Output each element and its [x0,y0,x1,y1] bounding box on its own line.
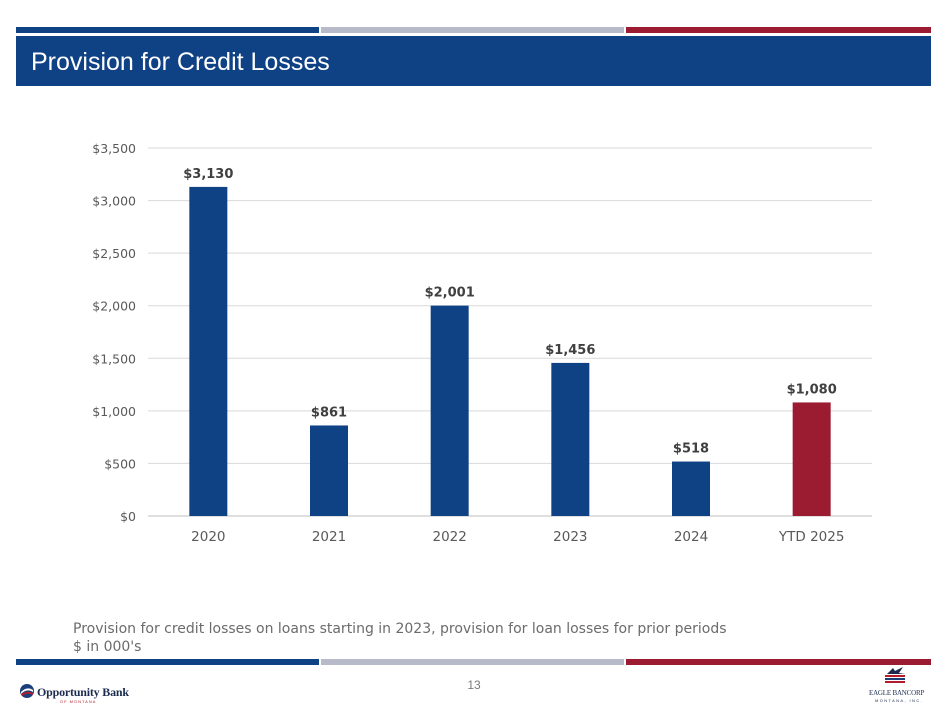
data-label: $2,001 [425,286,475,301]
x-axis-ticks: 2020 2021 2022 2023 2024 YTD 2025 [191,529,844,545]
y-tick-label: $3,000 [92,194,136,209]
y-axis-ticks: $0 $500 $1,000 $1,500 $2,000 $2,500 $3,000 $3,5… [92,141,136,524]
data-label: $1,456 [545,343,595,358]
y-tick-label: $0 [120,509,136,524]
x-tick-label: 2021 [312,529,346,545]
bars [189,186,831,516]
data-label: $3,130 [183,167,233,182]
bottom-stripe-grey [321,659,624,665]
bar [189,186,228,516]
bottom-stripe-red [626,659,931,665]
data-labels: $3,130 $861 $2,001 $1,456 $518 $1,080 [183,167,837,457]
y-tick-label: $500 [104,456,136,471]
bar [551,362,590,516]
bar [310,425,348,516]
bar [430,305,469,516]
y-tick-label: $2,000 [92,299,136,314]
eagle-flag-icon [885,667,905,683]
opportunity-bank-emblem-icon [20,684,34,698]
data-label: $1,080 [787,382,837,397]
x-tick-label: 2023 [553,529,587,545]
gridlines [148,147,872,517]
bar-chart: $0 $500 $1,000 $1,500 $2,000 $2,500 $3,000 $3,5… [92,141,872,545]
eagle-bancorp-logo: EAGLE BANCORP MONTANA, INC. [855,666,935,708]
data-label: $518 [673,442,709,457]
footnote-units: $ in 000's [73,639,142,655]
y-tick-label: $1,000 [92,404,136,419]
page-title: Provision for Credit Losses [31,48,330,76]
opportunity-bank-name: Opportunity Bank [37,685,129,699]
footnote-note: Provision for credit losses on loans sta… [73,621,727,637]
eagle-bancorp-name: EAGLE BANCORP [869,689,925,697]
title-bar: Provision for Credit Losses [16,36,931,86]
x-tick-label: 2020 [191,529,225,545]
y-tick-label: $3,500 [92,141,136,156]
opportunity-bank-logo: Opportunity Bank OF MONTANA [16,682,146,708]
data-label: $861 [311,405,347,420]
bottom-stripe-navy [16,659,319,665]
bar [672,461,710,516]
opportunity-bank-sub: OF MONTANA [60,699,97,704]
bar [792,402,831,516]
top-stripe-grey [321,27,624,33]
x-tick-label: 2024 [674,529,708,545]
top-stripe-red [626,27,931,33]
x-tick-label: 2022 [432,529,466,545]
x-tick-label: YTD 2025 [778,529,845,545]
eagle-bancorp-sub: MONTANA, INC. [875,698,924,703]
y-tick-label: $2,500 [92,246,136,261]
top-stripe-navy [16,27,319,33]
y-tick-label: $1,500 [92,351,136,366]
page-number: 13 [467,678,481,692]
